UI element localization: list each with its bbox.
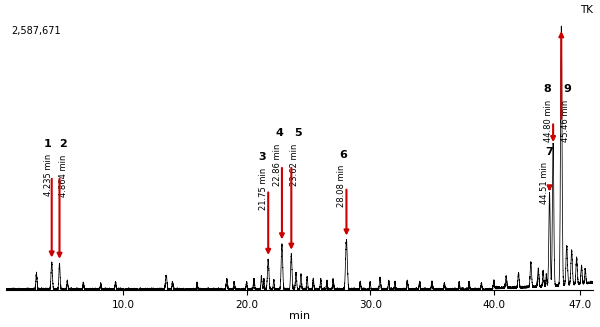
Text: TK: TK [580, 5, 593, 15]
Text: 6: 6 [339, 150, 347, 160]
Text: 22.86 min: 22.86 min [273, 143, 282, 186]
Text: 5: 5 [293, 128, 301, 138]
Text: 4.235 min: 4.235 min [44, 154, 53, 197]
Text: 8: 8 [543, 84, 551, 94]
Text: 44.51 min: 44.51 min [540, 163, 549, 204]
Text: 1: 1 [44, 139, 52, 149]
Text: 45.46 min: 45.46 min [561, 100, 570, 142]
Text: 28.08 min: 28.08 min [337, 165, 346, 207]
Text: 4.864 min: 4.864 min [59, 154, 68, 197]
Text: 3: 3 [258, 152, 266, 163]
Text: 7: 7 [545, 147, 553, 157]
Text: 21.75 min: 21.75 min [259, 168, 268, 210]
Text: 23.62 min: 23.62 min [290, 143, 299, 186]
Text: 44.80 min: 44.80 min [544, 100, 553, 142]
Text: 4: 4 [275, 128, 283, 138]
Text: 2: 2 [59, 139, 67, 149]
Text: 2,587,671: 2,587,671 [11, 26, 61, 36]
X-axis label: min: min [289, 311, 310, 321]
Text: 9: 9 [563, 84, 571, 94]
